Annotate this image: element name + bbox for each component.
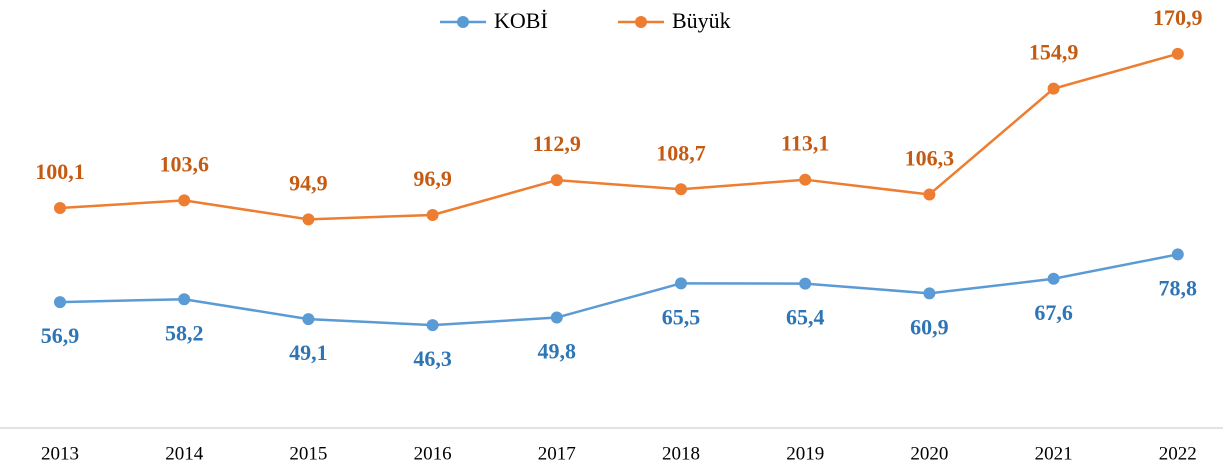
point [799,277,812,290]
data-label: 96,9 [413,166,452,191]
data-label: 100,1 [35,159,85,184]
data-label: 103,6 [159,151,209,176]
point [923,287,936,300]
series-line [59,253,1179,327]
point [1047,272,1060,285]
series-line [59,52,1179,221]
point [1171,248,1184,261]
legend-marker [635,16,647,28]
data-label: 78,8 [1159,275,1198,300]
data-label: 106,3 [905,146,955,171]
data-label: 65,4 [786,305,825,330]
point [550,311,563,324]
x-tick-label: 2015 [289,443,327,464]
data-label: 113,1 [781,131,829,156]
point [550,174,563,187]
data-label: 49,1 [289,340,328,365]
x-tick-label: 2018 [662,443,700,464]
point [426,319,439,332]
legend-marker [457,16,469,28]
point [675,183,687,196]
data-label: 58,2 [165,320,204,345]
x-tick-label: 2019 [786,443,824,464]
point [54,296,66,309]
point [799,173,812,186]
point [426,208,439,221]
data-label: 46,3 [413,346,452,371]
data-label: 170,9 [1153,5,1203,30]
x-tick-label: 2017 [538,443,576,464]
data-label: 108,7 [656,140,706,165]
point [923,188,936,201]
data-label: 112,9 [533,131,581,156]
point [675,277,687,290]
x-tick-label: 2022 [1159,443,1197,464]
data-label: 65,5 [662,304,701,329]
data-label: 67,6 [1034,300,1073,325]
legend-label: KOBİ [494,8,548,33]
x-tick-label: 2013 [41,443,79,464]
point [54,202,66,215]
point [302,313,315,326]
data-label: 60,9 [910,314,949,339]
point [178,293,191,306]
x-tick-label: 2020 [910,443,948,464]
point [1171,47,1184,60]
x-tick-label: 2014 [165,443,204,464]
x-tick-label: 2021 [1035,443,1073,464]
data-label: 94,9 [289,170,328,195]
point [1047,82,1060,95]
legend-label: Büyük [672,8,731,33]
data-label: 154,9 [1029,40,1079,65]
x-tick-label: 2016 [414,443,452,464]
data-label: 56,9 [41,323,80,348]
point [302,213,315,226]
data-label: 49,8 [538,339,577,364]
point [178,194,191,207]
